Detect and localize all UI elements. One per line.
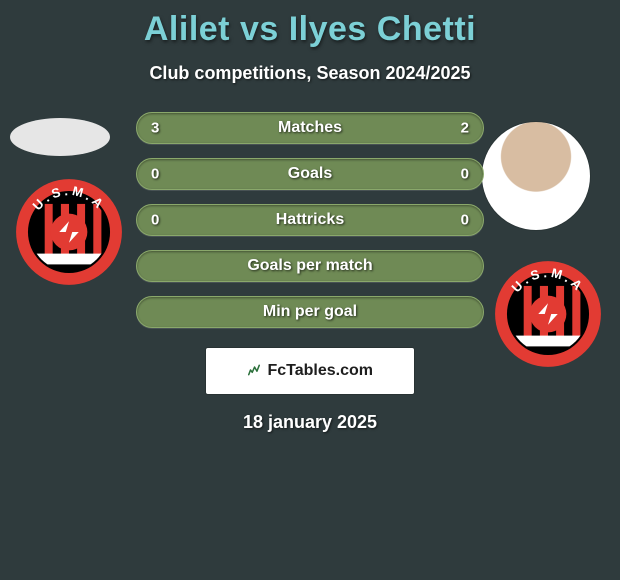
page-title: Alilet vs Ilyes Chetti (0, 10, 620, 49)
stat-label: Goals per match (247, 257, 372, 275)
source-badge: FcTables.com (206, 348, 414, 394)
badge-content: FcTables.com (247, 362, 373, 380)
stat-bar-goals-per-match: Goals per match (136, 250, 484, 282)
date-text: 18 january 2025 (0, 412, 620, 433)
stat-label: Hattricks (276, 211, 344, 229)
stat-bars: 3 Matches 2 0 Goals 0 0 Hattricks 0 Goal… (136, 112, 484, 328)
stat-label: Min per goal (263, 303, 357, 321)
stat-bar-matches: 3 Matches 2 (136, 112, 484, 144)
stat-left-value: 0 (151, 166, 159, 183)
stat-left-value: 0 (151, 212, 159, 229)
comparison-card: Alilet vs Ilyes Chetti Club competitions… (0, 0, 620, 580)
player-avatar-right (482, 122, 590, 230)
stat-bar-min-per-goal: Min per goal (136, 296, 484, 328)
stat-left-value: 3 (151, 120, 159, 137)
stat-bar-hattricks: 0 Hattricks 0 (136, 204, 484, 236)
stat-right-value: 0 (461, 212, 469, 229)
badge-text: FcTables.com (267, 362, 373, 379)
stat-label: Matches (278, 119, 342, 137)
club-crest-left: U.S.M.A (15, 178, 123, 286)
stat-right-value: 0 (461, 166, 469, 183)
club-crest-right: U.S.M.A (494, 260, 602, 368)
player-avatar-left (10, 118, 110, 156)
fctables-icon (247, 363, 261, 377)
stat-right-value: 2 (461, 120, 469, 137)
stat-label: Goals (288, 165, 332, 183)
subtitle: Club competitions, Season 2024/2025 (0, 63, 620, 84)
stat-bar-goals: 0 Goals 0 (136, 158, 484, 190)
